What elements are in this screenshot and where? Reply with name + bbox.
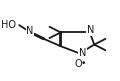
Text: N: N — [87, 25, 94, 35]
Text: HO: HO — [1, 20, 16, 30]
Text: •: • — [80, 58, 86, 68]
Text: O: O — [75, 59, 82, 69]
Text: N: N — [26, 26, 34, 36]
Text: N: N — [79, 48, 86, 58]
